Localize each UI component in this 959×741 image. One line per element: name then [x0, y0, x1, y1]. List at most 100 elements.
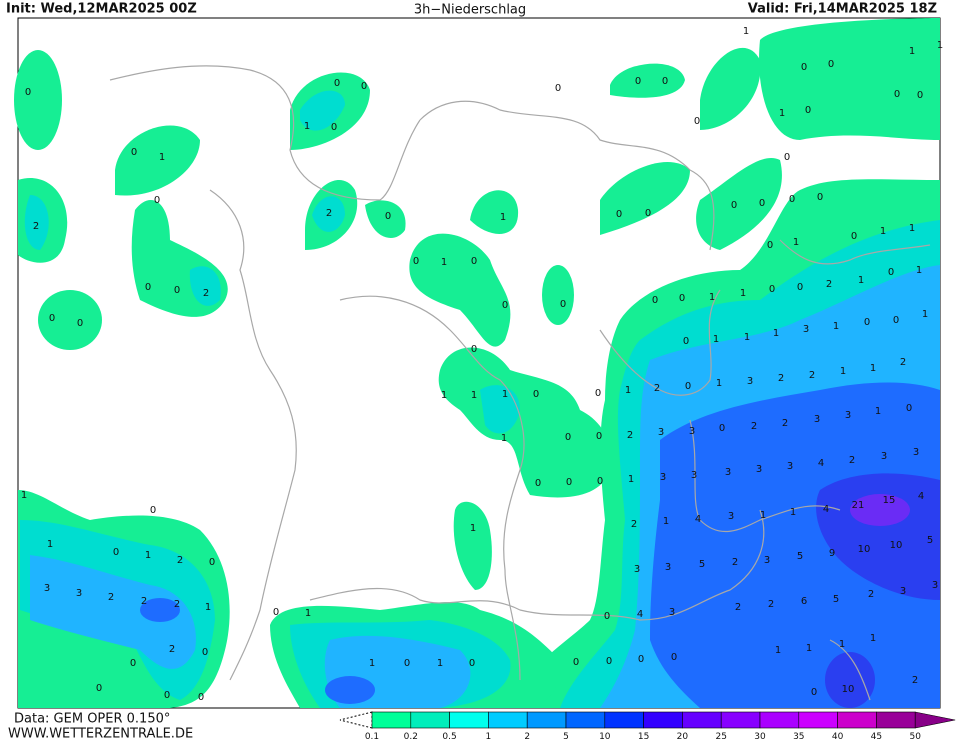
value-label: 0: [535, 478, 541, 489]
value-label: 0: [164, 690, 170, 701]
value-label: 1: [875, 406, 881, 417]
value-label: 1: [502, 389, 508, 400]
legend-swatch: [682, 711, 722, 729]
value-label: 0: [273, 607, 279, 618]
value-label: 3: [665, 562, 671, 573]
value-label: 1: [858, 275, 864, 286]
value-label: 0: [597, 476, 603, 487]
value-label: 4: [695, 514, 701, 525]
value-label: 2: [141, 596, 147, 607]
value-label: 3: [691, 470, 697, 481]
value-label: 0: [851, 231, 857, 242]
value-label: 1: [437, 658, 443, 669]
value-label: 1: [145, 550, 151, 561]
value-label: 2: [768, 599, 774, 610]
value-label: 1: [909, 46, 915, 57]
value-label: 2: [631, 519, 637, 530]
value-label: 0: [789, 194, 795, 205]
borders: [109, 65, 931, 701]
legend-level-label: 0.1: [365, 732, 379, 741]
value-label: 3: [803, 324, 809, 335]
legend-level-label: 0.2: [404, 732, 418, 741]
value-label: 0: [471, 344, 477, 355]
legend-swatch: [876, 711, 916, 729]
value-label: 3: [747, 376, 753, 387]
website: WWW.WETTERZENTRALE.DE: [8, 727, 193, 741]
value-label: 1: [501, 433, 507, 444]
value-label: 0: [25, 87, 31, 98]
value-label: 0: [334, 78, 340, 89]
value-label: 2: [751, 421, 757, 432]
value-label: 1: [775, 645, 781, 656]
valid-time: Valid: Fri,14MAR2025 18Z: [748, 2, 937, 17]
value-label: 0: [404, 658, 410, 669]
value-label: 2: [326, 208, 332, 219]
legend-swatch: [759, 711, 800, 729]
value-label: 1: [839, 639, 845, 650]
value-label: 1: [471, 390, 477, 401]
value-label: 4: [823, 504, 829, 515]
value-label: 0: [566, 477, 572, 488]
value-label: 0: [635, 76, 641, 87]
value-label: 0: [533, 389, 539, 400]
value-label: 0: [595, 388, 601, 399]
value-label: 5: [699, 559, 705, 570]
value-label: 1: [205, 602, 211, 613]
value-label: 1: [806, 643, 812, 654]
value-label: 0: [131, 147, 137, 158]
value-label: 5: [797, 551, 803, 562]
legend-swatch: [643, 711, 683, 729]
value-label: 2: [654, 383, 660, 394]
value-label: 0: [683, 336, 689, 347]
value-label: 0: [606, 656, 612, 667]
value-label: 0: [769, 284, 775, 295]
value-label: 2: [849, 455, 855, 466]
data-source: Data: GEM OPER 0.150°: [14, 712, 170, 727]
value-label: 3: [913, 447, 919, 458]
value-label: 1: [880, 226, 886, 237]
value-label: 2: [108, 592, 114, 603]
value-label: 3: [658, 427, 664, 438]
value-label: 0: [767, 240, 773, 251]
value-label: 3: [845, 410, 851, 421]
value-label: 0: [202, 647, 208, 658]
value-label: 0: [361, 81, 367, 92]
value-label: 3: [881, 451, 887, 462]
legend-level-label: 2: [524, 732, 530, 741]
value-label: 2: [778, 373, 784, 384]
value-label: 3: [660, 472, 666, 483]
legend-swatch: [410, 711, 450, 729]
value-label: 3: [725, 467, 731, 478]
value-label: 1: [709, 292, 715, 303]
value-label: 1: [744, 332, 750, 343]
value-label: 2: [732, 557, 738, 568]
value-label: 10: [890, 540, 903, 551]
value-label: 2: [826, 279, 832, 290]
value-label: 0: [893, 315, 899, 326]
legend-level-label: 5: [563, 732, 569, 741]
legend-level-label: 30: [754, 732, 766, 741]
value-label: 0: [906, 403, 912, 414]
value-label: 2: [782, 418, 788, 429]
value-label: 3: [787, 461, 793, 472]
value-label: 4: [818, 458, 824, 469]
value-label: 1: [369, 658, 375, 669]
value-label: 1: [628, 474, 634, 485]
value-label: 1: [21, 490, 27, 501]
value-label: 0: [145, 282, 151, 293]
value-label: 0: [652, 295, 658, 306]
legend-level-label: 15: [638, 732, 649, 741]
value-label: 1: [937, 40, 943, 51]
value-label: 1: [47, 539, 53, 550]
value-label: 0: [685, 381, 691, 392]
value-label: 1: [793, 237, 799, 248]
value-label: 4: [918, 491, 924, 502]
value-label: 0: [209, 557, 215, 568]
legend-level-label: 25: [715, 732, 726, 741]
value-label: 3: [76, 588, 82, 599]
value-label: 0: [555, 83, 561, 94]
value-label: 1: [663, 516, 669, 527]
value-label: 2: [735, 602, 741, 613]
